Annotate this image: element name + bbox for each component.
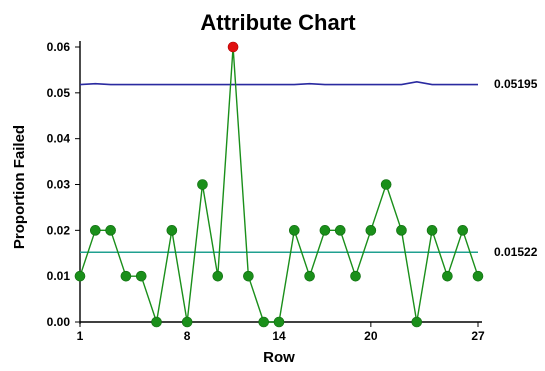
x-tick-label: 14: [272, 329, 286, 343]
data-point: [105, 225, 116, 236]
data-point: [457, 225, 468, 236]
data-point: [74, 270, 86, 282]
data-point: [334, 225, 346, 236]
data-point: [365, 225, 377, 236]
x-tick-label: 8: [184, 329, 191, 343]
data-point: [426, 225, 438, 236]
data-point: [258, 316, 269, 328]
data-point: [212, 270, 224, 282]
data-point: [273, 316, 285, 328]
y-tick-label: 0.03: [47, 178, 71, 192]
y-axis-label: Proportion Failed: [11, 125, 28, 249]
data-point: [350, 270, 361, 282]
out-of-control-point: [227, 41, 239, 53]
data-point: [289, 225, 300, 236]
data-point: [243, 270, 254, 282]
data-point: [411, 316, 423, 328]
x-tick-label: 20: [364, 329, 378, 343]
upper-control-limit-label: 0.05195: [494, 77, 538, 91]
data-point: [166, 225, 178, 236]
y-tick-label: 0.05: [47, 86, 71, 100]
data-point: [135, 270, 147, 282]
x-axis-label: Row: [263, 349, 295, 366]
chart-title: Attribute Chart: [200, 10, 356, 35]
data-point: [319, 225, 331, 236]
upper-control-limit-line: [79, 81, 478, 86]
data-point: [151, 316, 162, 328]
data-point: [442, 270, 453, 282]
y-tick-label: 0.01: [47, 269, 71, 283]
center-line-label: 0.01522: [494, 245, 538, 259]
y-tick-label: 0.06: [47, 40, 71, 54]
data-point: [181, 316, 193, 328]
x-tick-label: 27: [471, 329, 485, 343]
x-tick-label: 1: [77, 329, 84, 343]
plot-area: 0.00 0.01 0.02 0.03 0.04 0.05 0.06 1 8 14 20 27 0.05…: [47, 40, 538, 343]
data-point: [120, 270, 132, 282]
data-point: [304, 270, 315, 282]
data-point: [396, 225, 407, 236]
y-tick-label: 0.02: [47, 223, 71, 237]
y-tick-label: 0.04: [47, 132, 71, 146]
data-point: [380, 179, 392, 190]
y-tick-label: 0.00: [47, 315, 71, 329]
data-point: [90, 225, 101, 236]
data-point: [197, 179, 208, 190]
data-point: [472, 270, 484, 282]
